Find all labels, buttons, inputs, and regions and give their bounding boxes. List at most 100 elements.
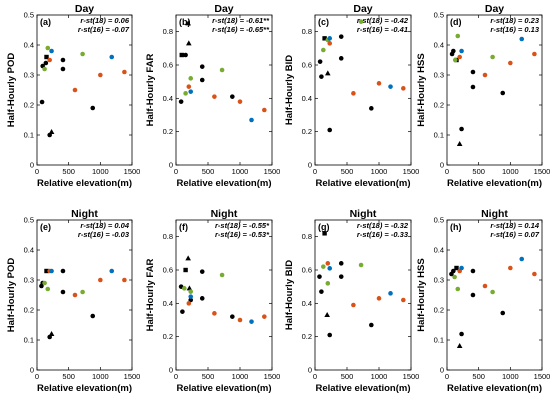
data-point-black-circle (39, 99, 45, 105)
y-tick-label: 0.2 (163, 127, 173, 136)
y-tick-label: 0.4 (302, 299, 312, 308)
data-point-blue-circle (459, 265, 464, 271)
data-point-black-triangle (48, 331, 55, 336)
data-point-green-circle (490, 289, 495, 295)
y-tick-label: 0.4 (163, 299, 173, 308)
panel-h: Night 0 0.1 0.2 0.3 0.4 0.5 0 500 1000 1500 Half-Ho… (416, 208, 550, 394)
data-point-green-circle (455, 33, 461, 39)
data-point-orange-circle (401, 297, 406, 303)
correlation-text: r-st(16) = -0.53* (215, 230, 270, 239)
y-tick-label: 0 (169, 366, 173, 375)
x-tick-label: 0 (313, 372, 317, 381)
x-tick-label: 1500 (403, 372, 420, 381)
data-point-orange-circle (327, 41, 333, 46)
y-tick-label: 0.6 (302, 61, 312, 70)
y-tick-label: 0.2 (302, 127, 312, 136)
data-point-black-circle (470, 292, 476, 298)
data-point-green-circle (452, 57, 458, 63)
data-point-black-circle (180, 309, 185, 314)
y-tick-label: 0.3 (434, 276, 444, 285)
y-tick-label: 0 (169, 161, 173, 170)
data-point-green-circle (42, 280, 47, 286)
x-axis-label: Relative elevation(m) (176, 178, 271, 189)
x-axis-label: Relative elevation(m) (447, 383, 542, 394)
x-axis-label: Relative elevation(m) (315, 383, 410, 394)
panel-title: Night (350, 208, 377, 220)
x-tick-label: 500 (472, 372, 485, 381)
plot-frame (446, 219, 543, 371)
data-point-orange-circle (122, 69, 127, 75)
panel-g: Night 0 0.2 0.4 0.6 0.8 0 500 1000 1500 Half-Hourl… (284, 208, 419, 394)
data-point-black-triangle (324, 312, 330, 317)
y-tick-label: 0 (440, 161, 444, 170)
x-tick-label: 1000 (232, 167, 249, 176)
correlation-text: r-st(18) = 0.23 (490, 16, 539, 25)
data-point-black-triangle (456, 141, 463, 146)
data-point-orange-circle (237, 99, 243, 104)
x-tick-label: 1500 (534, 372, 550, 381)
data-point-orange-circle (98, 277, 103, 283)
correlation-text: r-st(16) = -0.03 (78, 230, 130, 239)
data-point-green-circle (219, 272, 225, 278)
x-axis-label: Relative elevation(m) (37, 383, 132, 394)
data-point-black-circle (338, 34, 344, 39)
data-point-blue-circle (49, 48, 54, 54)
data-point-black-square (179, 52, 184, 58)
data-point-black-circle (459, 126, 464, 132)
x-tick-label: 0 (174, 167, 178, 176)
data-point-black-circle (327, 127, 333, 133)
data-point-black-circle (451, 48, 456, 54)
data-point-black-circle (43, 60, 49, 66)
data-point-orange-circle (401, 86, 406, 91)
data-point-black-circle (369, 106, 374, 111)
panel-d: Day 0 0.1 0.2 0.3 0.4 0.5 0 500 1000 1500 Half-Hour… (416, 3, 550, 189)
data-point-black-circle (338, 56, 344, 61)
panel-title: Day (214, 3, 233, 15)
panel-title: Day (75, 3, 94, 15)
data-point-black-circle (319, 289, 324, 294)
plot-frame (36, 219, 133, 371)
x-tick-label: 1500 (534, 167, 550, 176)
correlation-text: r-st(18) = 0.06 (80, 16, 129, 25)
panel-letter: (a) (40, 17, 51, 27)
x-tick-label: 1500 (124, 372, 141, 381)
data-point-black-circle (470, 268, 476, 274)
y-axis-label: Half-Hourly FAR (145, 53, 156, 126)
data-point-black-circle (199, 77, 205, 83)
data-point-black-circle (90, 105, 96, 111)
y-tick-label: 0.2 (163, 332, 173, 341)
data-point-black-triangle (186, 40, 192, 46)
plot-frame (175, 219, 273, 371)
x-tick-label: 0 (445, 372, 449, 381)
y-tick-label: 0.5 (24, 216, 34, 225)
data-point-orange-circle (457, 54, 462, 60)
data-point-green-circle (321, 264, 326, 269)
y-tick-label: 0.5 (434, 11, 444, 20)
data-point-green-circle (219, 67, 225, 73)
y-tick-label: 0.1 (434, 336, 444, 345)
y-axis-label: Half-Hourly HSS (416, 53, 427, 126)
data-point-orange-circle (351, 302, 356, 308)
data-point-black-circle (90, 313, 96, 319)
data-point-black-circle (500, 310, 506, 316)
data-point-black-circle (500, 90, 506, 96)
correlation-text: r-st(18) = -0.32 (357, 221, 409, 230)
x-tick-label: 0 (35, 167, 39, 176)
data-point-black-circle (459, 331, 464, 337)
data-point-black-square (44, 268, 49, 274)
data-point-orange-circle (376, 81, 382, 86)
y-tick-label: 0.4 (163, 94, 173, 103)
data-point-black-circle (230, 314, 235, 319)
x-tick-label: 0 (445, 167, 449, 176)
y-tick-label: 0.2 (434, 101, 444, 110)
data-point-orange-circle (47, 57, 52, 63)
data-point-orange-circle (98, 72, 103, 78)
plot-frame (446, 14, 543, 166)
data-point-green-circle (321, 47, 326, 53)
data-point-blue-circle (388, 84, 393, 89)
data-point-green-circle (80, 51, 85, 57)
panel-letter: (c) (318, 17, 329, 27)
data-point-blue-circle (327, 266, 333, 271)
data-point-orange-circle (72, 292, 78, 298)
